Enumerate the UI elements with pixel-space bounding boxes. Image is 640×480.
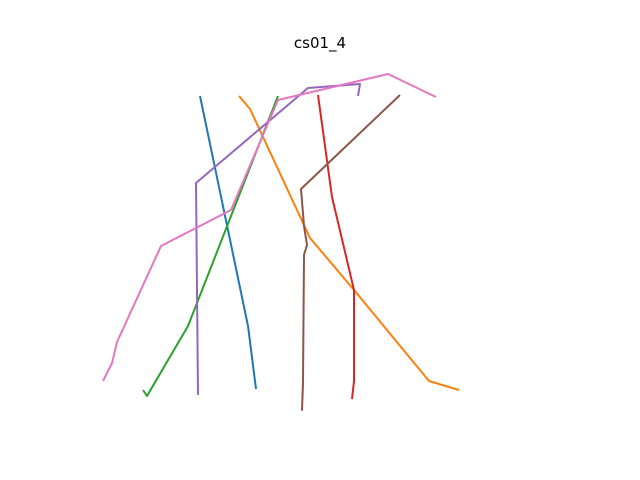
series-blue: [199, 95, 257, 390]
series-orange: [238, 95, 460, 391]
chart-title: cs01_4: [293, 34, 347, 52]
series-layer: [102, 73, 460, 411]
series-purple: [195, 83, 361, 396]
series-green: [142, 95, 279, 397]
series-pink: [102, 73, 437, 382]
series-red: [317, 94, 355, 400]
series-brown: [300, 94, 401, 411]
